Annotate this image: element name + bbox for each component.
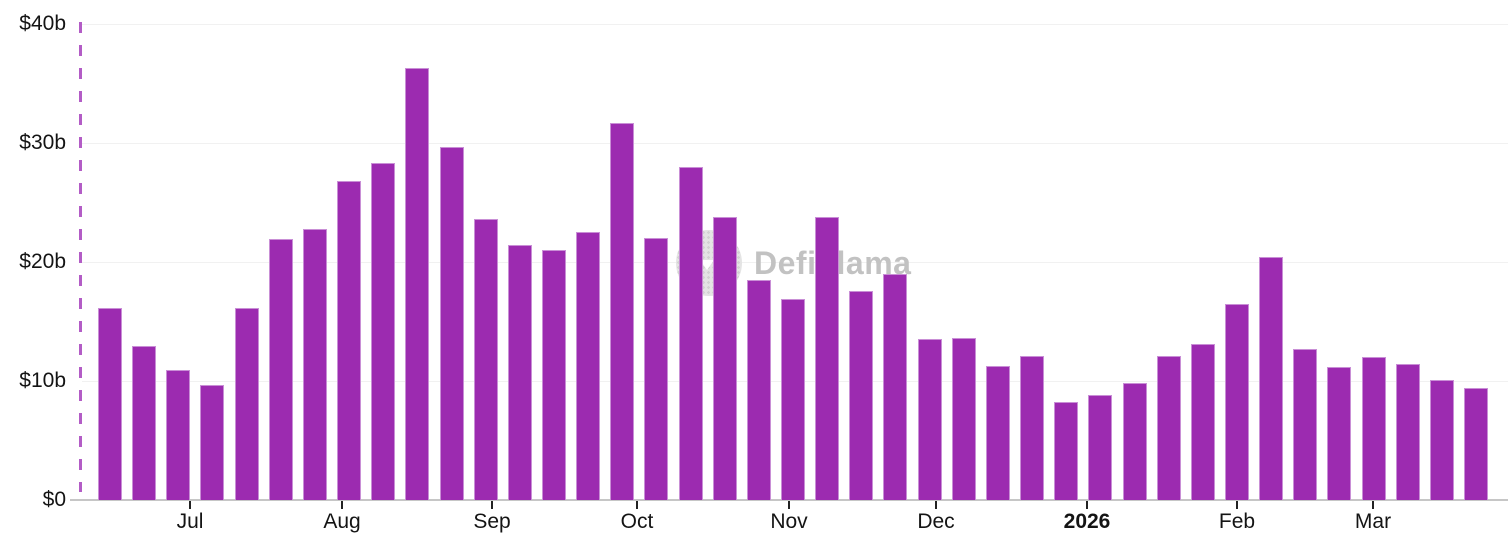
bar[interactable] [917,339,942,500]
y-axis-label: $40b [19,12,66,35]
bar[interactable] [473,219,498,500]
bar[interactable] [1361,357,1386,500]
x-axis-tick [935,501,937,509]
y-axis-dashed-line [79,22,82,492]
bar[interactable] [951,338,976,500]
y-axis-label: $20b [19,250,66,273]
x-axis-label: Jul [176,510,204,533]
watermark: DefiLlama [676,230,911,296]
x-axis-tick [636,501,638,509]
y-axis-label: $10b [19,369,66,392]
x-axis-tick [491,501,493,509]
bar[interactable] [883,273,908,500]
bar[interactable] [1395,364,1420,500]
bar[interactable] [576,232,601,500]
bar[interactable] [1293,348,1318,500]
bar[interactable] [439,146,464,500]
bar[interactable] [1156,356,1181,500]
bar[interactable] [1224,303,1249,500]
bar[interactable] [268,239,293,500]
x-axis-tick [1086,501,1088,509]
bar[interactable] [234,308,259,500]
x-axis-label: Nov [770,510,808,533]
bar[interactable] [712,216,737,500]
bar[interactable] [815,216,840,500]
bar[interactable] [1088,395,1113,500]
x-axis-label: Oct [620,510,654,533]
x-axis-tick [341,501,343,509]
bar[interactable] [746,279,771,500]
bar[interactable] [302,228,327,500]
bar[interactable] [132,346,157,500]
y-axis-label: $30b [19,131,66,154]
bar[interactable] [337,181,362,500]
bar[interactable] [405,68,430,500]
bar[interactable] [985,365,1010,500]
gridline [82,24,1508,25]
bar[interactable] [1259,257,1284,500]
bar[interactable] [1190,344,1215,500]
bar[interactable] [1429,379,1454,500]
bar[interactable] [1327,366,1352,500]
bar[interactable] [1054,402,1079,500]
bar[interactable] [644,238,669,500]
x-axis-label: Aug [323,510,361,533]
bar[interactable] [507,245,532,500]
bar[interactable] [1020,356,1045,500]
bar[interactable] [371,163,396,500]
y-axis-label: $0 [42,488,66,511]
bar[interactable] [678,166,703,500]
bar[interactable] [1122,383,1147,500]
x-axis-label: Mar [1354,510,1392,533]
x-axis-label: Sep [473,510,511,533]
bar[interactable] [166,370,191,500]
bar[interactable] [610,122,635,500]
bar[interactable] [541,250,566,500]
bar[interactable] [1464,388,1488,500]
x-axis-tick [788,501,790,509]
x-axis-tick [1236,501,1238,509]
x-axis-label: Dec [917,510,955,533]
x-axis-label: 2026 [1063,510,1111,533]
bar[interactable] [781,298,805,500]
llama-face-shape [700,260,714,270]
bar[interactable] [98,308,122,500]
x-axis-line [70,499,1508,501]
x-axis-tick [1372,501,1374,509]
x-axis-label: Feb [1218,510,1256,533]
x-axis-tick [189,501,191,509]
bar[interactable] [849,290,874,500]
gridline [82,262,1508,263]
gridline [82,143,1508,144]
bar[interactable] [200,384,225,500]
